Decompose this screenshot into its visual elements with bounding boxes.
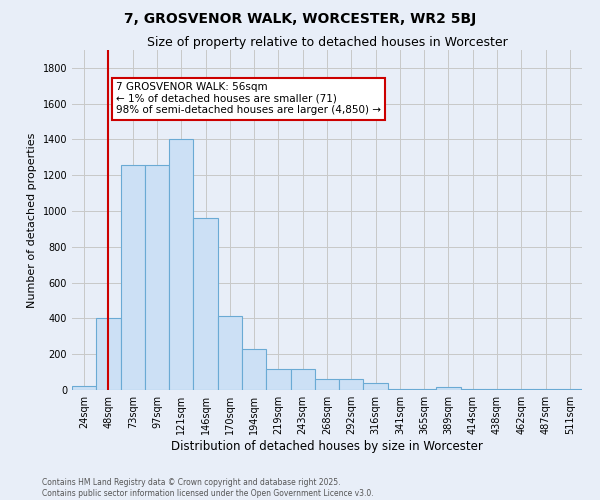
- X-axis label: Distribution of detached houses by size in Worcester: Distribution of detached houses by size …: [171, 440, 483, 453]
- Bar: [485, 389, 509, 390]
- Bar: [364, 383, 388, 390]
- Text: Contains HM Land Registry data © Crown copyright and database right 2025.
Contai: Contains HM Land Registry data © Crown c…: [42, 478, 374, 498]
- Text: 7, GROSVENOR WALK, WORCESTER, WR2 5BJ: 7, GROSVENOR WALK, WORCESTER, WR2 5BJ: [124, 12, 476, 26]
- Bar: [290, 368, 315, 390]
- Bar: [533, 389, 558, 390]
- Bar: [436, 388, 461, 390]
- Title: Size of property relative to detached houses in Worcester: Size of property relative to detached ho…: [146, 36, 508, 49]
- Y-axis label: Number of detached properties: Number of detached properties: [27, 132, 37, 308]
- Bar: [412, 389, 436, 390]
- Bar: [218, 316, 242, 390]
- Bar: [339, 380, 364, 390]
- Bar: [72, 386, 96, 390]
- Bar: [558, 389, 582, 390]
- Bar: [145, 164, 169, 390]
- Bar: [266, 368, 290, 390]
- Bar: [461, 389, 485, 390]
- Bar: [388, 389, 412, 390]
- Bar: [193, 218, 218, 390]
- Bar: [121, 164, 145, 390]
- Bar: [96, 318, 121, 390]
- Bar: [315, 380, 339, 390]
- Bar: [242, 349, 266, 390]
- Text: 7 GROSVENOR WALK: 56sqm
← 1% of detached houses are smaller (71)
98% of semi-det: 7 GROSVENOR WALK: 56sqm ← 1% of detached…: [116, 82, 381, 116]
- Bar: [169, 140, 193, 390]
- Bar: [509, 389, 533, 390]
